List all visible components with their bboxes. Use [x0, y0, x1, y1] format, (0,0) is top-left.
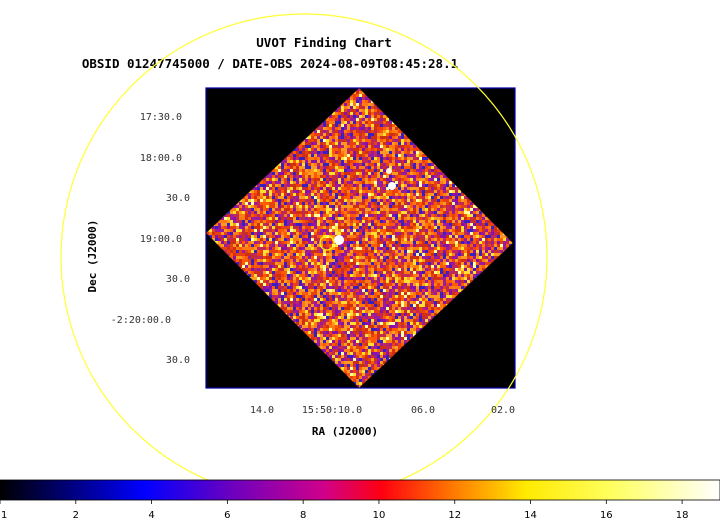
colorbar-ticks: 1 2 4 6 8 10 12 14 16 18 — [0, 500, 688, 521]
y-tick-label: 17:30.0 — [140, 112, 182, 123]
colorbar-tick-label: 2 — [73, 510, 79, 521]
y-tick-label: 30.0 — [166, 193, 190, 204]
x-tick-label: 15:50:10.0 — [302, 405, 362, 416]
colorbar-tick-label: 16 — [600, 510, 613, 521]
colorbar-tick-label: 1 — [1, 510, 7, 521]
exposure-diamond-edge — [205, 87, 514, 389]
colorbar-tick-label: 14 — [524, 510, 537, 521]
colorbar-tick-label: 8 — [300, 510, 306, 521]
chart-subtitle: OBSID 01247745000 / DATE-OBS 2024-08-09T… — [82, 56, 458, 71]
y-tick-label: -2:20:00.0 — [111, 315, 171, 326]
colorbar-tick-label: 4 — [148, 510, 154, 521]
y-tick-label: 18:00.0 — [140, 153, 182, 164]
colorbar-tick-label: 12 — [448, 510, 461, 521]
x-tick-label: 06.0 — [411, 405, 435, 416]
y-axis-label: Dec (J2000) — [86, 220, 99, 293]
bright-source — [386, 168, 392, 174]
x-tick-label: 14.0 — [250, 405, 274, 416]
x-axis-label: RA (J2000) — [312, 425, 378, 438]
colorbar-tick-label: 18 — [676, 510, 689, 521]
colorbar — [0, 479, 720, 501]
colorbar-tick-label: 6 — [224, 510, 230, 521]
bright-source — [334, 235, 344, 245]
bright-source — [388, 182, 396, 190]
x-tick-labels: 14.0 15:50:10.0 06.0 02.0 — [250, 405, 515, 416]
chart-title: UVOT Finding Chart — [256, 35, 391, 50]
y-tick-label: 30.0 — [166, 355, 190, 366]
y-tick-label: 19:00.0 — [140, 234, 182, 245]
target-marker — [319, 235, 335, 251]
y-tick-label: 30.0 — [166, 274, 190, 285]
x-tick-label: 02.0 — [491, 405, 515, 416]
colorbar-tick-label: 10 — [373, 510, 386, 521]
y-tick-labels: 17:30.0 18:00.0 30.0 19:00.0 30.0 -2:20:… — [111, 112, 190, 366]
